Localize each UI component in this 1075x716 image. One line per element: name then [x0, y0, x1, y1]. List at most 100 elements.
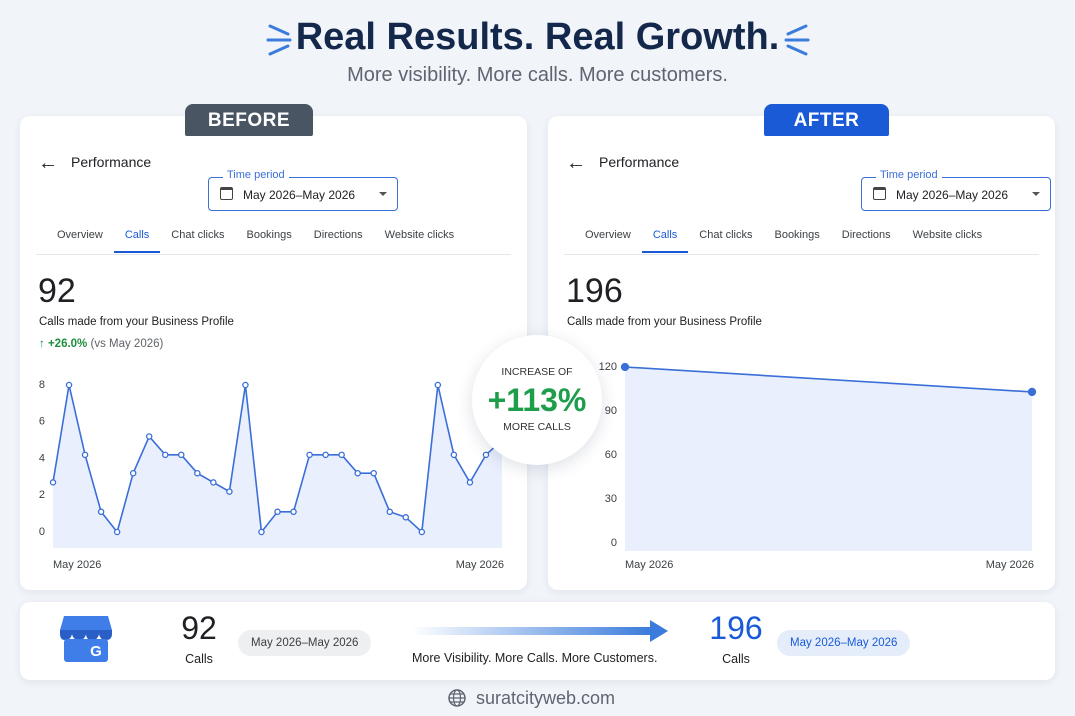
summary-bar: G 92 Calls May 2026–May 2026 More Visibi… [20, 602, 1055, 680]
calendar-icon [220, 187, 233, 200]
after-period: May 2026–May 2026 [777, 630, 911, 656]
total: 196 [566, 272, 623, 310]
point [290, 508, 297, 516]
decor-right [784, 24, 810, 56]
y-tick-label: 0 [39, 526, 45, 538]
change-note: (vs May 2026) [90, 338, 164, 350]
after-unit: Calls [722, 652, 750, 666]
up-arrow: ↑ [39, 338, 48, 350]
tab[interactable]: Calls [641, 229, 689, 253]
badge-value: +113% [487, 382, 587, 418]
total-label: Calls made from your Business Profile [567, 316, 762, 328]
dropdown-value: May 2026–May 2026 [896, 188, 1009, 202]
before-tag: BEFORE [185, 104, 313, 136]
area [625, 367, 1032, 551]
point [258, 528, 265, 536]
point [434, 381, 442, 389]
back-button[interactable]: ← [566, 152, 586, 174]
badge-line2: MORE CALLS [503, 421, 571, 433]
point [402, 514, 410, 521]
y-tick-label: 120 [599, 361, 617, 373]
total-label: Calls made from your Business Profile [39, 316, 234, 328]
point [274, 508, 281, 516]
calendar-icon [873, 187, 886, 200]
point [1027, 387, 1037, 397]
y-tick-label: 8 [39, 379, 45, 391]
tab[interactable]: Chat clicks [171, 229, 225, 241]
point [145, 433, 153, 440]
x-tick-label: May 2026 [986, 559, 1034, 571]
point [194, 469, 201, 477]
dropdown-label: Time period [876, 169, 942, 181]
back-button[interactable]: ← [38, 152, 58, 174]
y-tick-label: 30 [605, 493, 617, 505]
badge-line1: INCREASE OF [501, 366, 573, 378]
point [354, 469, 361, 477]
tagline: More Visibility. More Calls. More Custom… [412, 651, 658, 665]
tab[interactable]: Overview [57, 229, 103, 241]
divider [564, 254, 1039, 255]
time-period-dropdown[interactable]: Time period May 2026–May 2026 [208, 169, 398, 211]
gbp-icon: G [60, 616, 112, 662]
subtitle: More visibility. More calls. More custom… [347, 64, 728, 86]
divider [36, 254, 511, 255]
point [113, 528, 121, 536]
point [620, 362, 630, 372]
change-value: +26.0% [47, 338, 88, 350]
x-tick-label: May 2026 [456, 559, 504, 571]
before-unit: Calls [185, 652, 213, 666]
tab[interactable]: Calls [113, 229, 161, 253]
y-tick-label: 6 [39, 416, 45, 428]
svg-text:G: G [90, 643, 102, 660]
point [178, 451, 185, 459]
dropdown-caret [379, 192, 387, 200]
point [450, 451, 458, 459]
tab[interactable]: Overview [585, 229, 631, 241]
point [65, 381, 73, 389]
tab[interactable]: Website clicks [384, 229, 455, 241]
tab-bar: Overview Calls Chat clicks Bookings Directio… [46, 229, 465, 253]
tab[interactable]: Bookings [246, 229, 292, 241]
panel-heading: Performance [599, 154, 680, 170]
x-tick-label: May 2026 [625, 559, 673, 571]
before-total: 92 [181, 610, 217, 646]
website[interactable]: suratcityweb.com [476, 688, 616, 708]
point [226, 488, 233, 495]
y-tick-label: 0 [611, 537, 617, 549]
before-period: May 2026–May 2026 [238, 630, 372, 656]
time-period-dropdown[interactable]: Time period May 2026–May 2026 [861, 169, 1051, 211]
point [386, 508, 393, 516]
x-tick-label: May 2026 [53, 559, 101, 571]
point [129, 469, 137, 477]
dropdown-caret [1032, 192, 1040, 200]
point [49, 479, 57, 486]
tab[interactable]: Directions [841, 229, 891, 241]
increase-badge: INCREASE OF +113% MORE CALLS [472, 335, 602, 465]
point [161, 451, 169, 459]
after-panel: ← Performance Time period May 2026–May 2026… [548, 116, 1055, 590]
tab[interactable]: Directions [313, 229, 363, 241]
after-total: 196 [709, 610, 763, 646]
line [624, 366, 1033, 393]
tab[interactable]: Chat clicks [699, 229, 753, 241]
area [53, 385, 502, 548]
point [81, 451, 89, 459]
point [370, 469, 377, 477]
y-tick-label: 2 [39, 489, 45, 501]
globe-icon [448, 689, 466, 707]
tab-bar: Overview Calls Chat clicks Bookings Directio… [574, 229, 993, 253]
y-tick-label: 60 [605, 449, 617, 461]
after-tag: AFTER [764, 104, 889, 136]
title: Real Results. Real Growth. [295, 16, 780, 58]
tab[interactable]: Website clicks [912, 229, 983, 241]
point [418, 528, 426, 536]
tab[interactable]: Bookings [774, 229, 820, 241]
y-tick-label: 4 [39, 452, 45, 464]
total: 92 [38, 272, 76, 310]
point [97, 508, 105, 516]
point [322, 451, 329, 459]
point [306, 451, 313, 459]
chart: 0 2 4 6 8 May 2026 May 2026 [39, 379, 506, 571]
point [338, 451, 345, 459]
